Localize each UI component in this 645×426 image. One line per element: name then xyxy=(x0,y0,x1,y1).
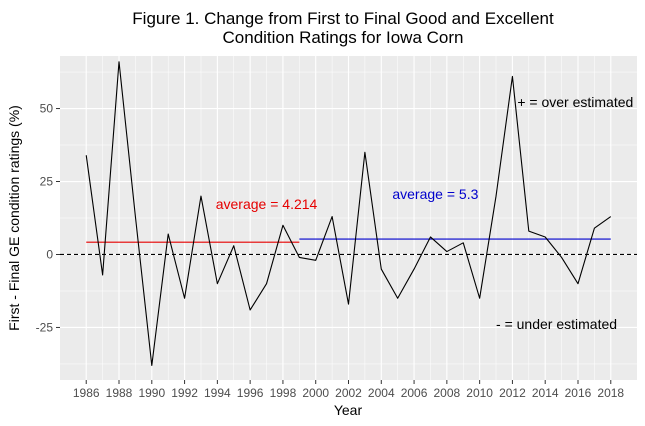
x-tick-label: 2008 xyxy=(434,386,461,400)
x-tick-label: 2004 xyxy=(368,386,395,400)
reference-lines xyxy=(60,238,637,256)
series-line xyxy=(85,61,612,366)
y-tick-label: 25 xyxy=(40,175,54,189)
x-tick-label: 1990 xyxy=(138,386,165,400)
x-tick-label: 1988 xyxy=(106,386,133,400)
x-axis-label: Year xyxy=(334,402,363,418)
annotation-label: + = over estimated xyxy=(517,94,633,110)
x-axis-ticks: 1986 1988 1990 1992 1994 1996 1998 2000 2002 2004… xyxy=(73,380,624,400)
chart-title-line-1: Figure 1. Change from First to Final Goo… xyxy=(132,9,554,28)
x-tick-label: 2016 xyxy=(565,386,592,400)
data-series xyxy=(85,61,612,366)
major-gridlines xyxy=(60,56,637,380)
x-tick-label: 1994 xyxy=(204,386,231,400)
x-tick-label: 1998 xyxy=(270,386,297,400)
x-tick-label: 1996 xyxy=(237,386,264,400)
chart-title: Figure 1. Change from First to Final Goo… xyxy=(132,9,554,47)
chart-title-line-2: Condition Ratings for Iowa Corn xyxy=(223,28,464,47)
x-tick-label: 2014 xyxy=(532,386,559,400)
annotations: average = 4.214 average = 5.3 + = over est… xyxy=(216,94,634,332)
x-tick-label: 2006 xyxy=(401,386,428,400)
annotation-label: average = 4.214 xyxy=(216,196,318,212)
annotation-label: average = 5.3 xyxy=(392,186,478,202)
x-tick-label: 1986 xyxy=(73,386,100,400)
x-tick-label: 2000 xyxy=(302,386,329,400)
y-axis-ticks: -25 0 25 50 xyxy=(36,102,60,334)
y-axis-label: First - Final GE condition ratings (%) xyxy=(6,105,22,331)
x-tick-label: 2018 xyxy=(597,386,624,400)
x-tick-label: 2010 xyxy=(466,386,493,400)
x-tick-label: 2002 xyxy=(335,386,362,400)
minor-gridlines xyxy=(60,56,637,380)
annotation-label: - = under estimated xyxy=(496,316,617,332)
y-tick-label: 50 xyxy=(40,102,54,116)
y-tick-label: 0 xyxy=(46,247,53,261)
y-tick-label: -25 xyxy=(36,320,54,334)
x-tick-label: 1992 xyxy=(171,386,198,400)
x-tick-label: 2012 xyxy=(499,386,526,400)
